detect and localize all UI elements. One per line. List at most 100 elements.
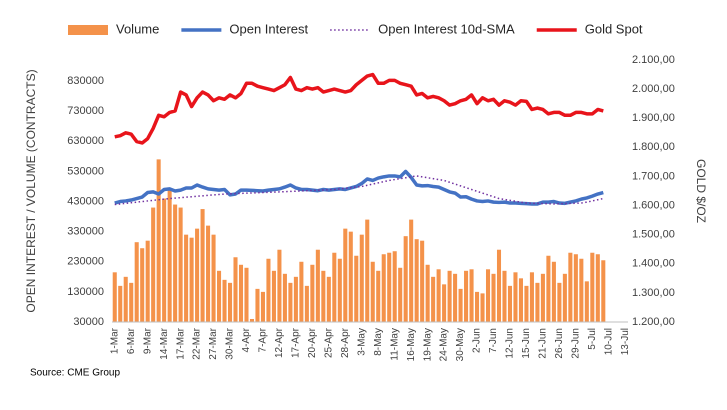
source-note: Source: CME Group — [30, 368, 120, 379]
y2-tick-label: 1.600,00 — [632, 199, 675, 211]
volume-bar — [425, 264, 430, 322]
volume-bar — [359, 234, 364, 322]
volume-bar — [151, 207, 156, 322]
volume-bar — [540, 273, 545, 322]
x-tick-label: 3-May — [356, 328, 367, 356]
volume-bar — [436, 269, 441, 322]
x-tick-label: 25-Apr — [323, 327, 334, 358]
y2-tick-label: 1.400,00 — [632, 258, 675, 270]
x-tick-label: 14-Mar — [159, 327, 170, 359]
volume-bar — [162, 198, 167, 322]
volume-bar — [524, 285, 529, 322]
x-tick-label: 10-Jul — [603, 328, 614, 355]
volume-bar — [447, 270, 452, 322]
x-tick-label: 21-Jun — [538, 328, 549, 359]
volume-bar — [573, 254, 578, 322]
x-tick-label: 26-Jun — [554, 328, 565, 359]
volume-bar — [123, 276, 128, 322]
volume-bar — [464, 270, 469, 322]
x-tick-label: 29-Jun — [570, 328, 581, 359]
x-tick-label: 28-Apr — [340, 327, 351, 358]
volume-bar — [299, 261, 304, 322]
x-tick-label: 8-May — [373, 328, 384, 356]
volume-bar — [184, 234, 189, 322]
volume-bar — [354, 255, 359, 322]
volume-bar — [502, 270, 507, 322]
volume-bar — [227, 282, 233, 322]
volume-bar — [337, 258, 342, 322]
x-tick-label: 12-Apr — [274, 327, 285, 358]
volume-bar — [343, 228, 348, 322]
series-line — [114, 175, 604, 206]
x-tick-label: 30-May — [455, 328, 466, 361]
volume-bar — [156, 159, 161, 322]
y2-tick-label: 2.000,00 — [632, 83, 675, 95]
volume-bar — [496, 249, 502, 322]
x-tick-label: 11-May — [389, 328, 400, 361]
volume-bar — [326, 276, 331, 322]
volume-bar — [129, 282, 134, 322]
volume-bar — [211, 234, 216, 322]
y-tick-label: 230000 — [67, 256, 104, 268]
volume-bar — [546, 255, 551, 322]
volume-bar — [551, 261, 556, 322]
volume-bar — [249, 318, 255, 322]
x-tick-label: 1-Mar — [109, 327, 120, 354]
y-tick-label: 830000 — [67, 75, 104, 87]
y-axis-title: OPEN INTEREST / VOLUME (CONTRACTS) — [24, 69, 38, 312]
y2-tick-label: 1.500,00 — [632, 229, 675, 241]
volume-bar — [562, 273, 567, 322]
volume-bar — [485, 269, 491, 322]
volume-bar — [590, 252, 595, 322]
volume-bar — [458, 288, 463, 322]
volume-bar — [332, 252, 337, 322]
x-tick-label: 13-Jul — [620, 328, 631, 355]
volume-bar — [282, 273, 287, 322]
volume-bar — [321, 270, 326, 322]
volume-bar — [293, 276, 298, 322]
volume-bar — [376, 270, 381, 322]
y2-tick-label: 1.200,00 — [632, 316, 675, 328]
x-tick-label: 24-May — [439, 328, 450, 361]
volume-bar — [480, 293, 485, 322]
volume-bar — [217, 270, 222, 322]
legend-label: Gold Spot — [585, 21, 643, 36]
volume-bar — [513, 272, 518, 322]
volume-bar — [518, 278, 523, 322]
volume-bar — [112, 272, 117, 322]
x-tick-label: 17-Apr — [291, 327, 302, 358]
legend: Volume Open Interest Open Interest 10d-SMA… — [68, 21, 643, 36]
y2-axis-title: GOLD $/OZ — [694, 159, 708, 223]
volume-bar — [304, 285, 309, 322]
series-line — [114, 169, 604, 206]
x-tick-label: 7-Apr — [258, 327, 269, 352]
volume-bar — [260, 291, 265, 322]
volume-bar — [403, 236, 408, 322]
volume-bar — [398, 267, 403, 322]
x-tick-label: 20-Apr — [307, 327, 318, 358]
x-tick-label: 4-Apr — [241, 327, 252, 352]
volume-bar — [442, 284, 447, 322]
volume-bar — [392, 251, 397, 322]
x-tick-label: 17-Mar — [175, 327, 186, 359]
volume-bar — [409, 219, 414, 322]
volume-bar — [195, 228, 200, 322]
volume-bar — [370, 261, 375, 322]
volume-bar — [595, 254, 600, 322]
volume-bar — [244, 267, 249, 322]
series-line — [114, 72, 604, 145]
x-tick-label: 9-Mar — [142, 327, 153, 354]
volume-bar — [431, 276, 436, 322]
volume-bar — [491, 273, 496, 322]
volume-bar — [310, 264, 315, 322]
y-tick-label: 330000 — [67, 226, 104, 238]
y2-tick-label: 1.900,00 — [632, 112, 675, 124]
y2-tick-label: 1.700,00 — [632, 170, 675, 182]
y-tick-label: 130000 — [67, 286, 104, 298]
y2-tick-label: 2.100,00 — [632, 54, 675, 66]
volume-bar — [568, 252, 573, 322]
volume-bar — [381, 254, 386, 322]
legend-swatch — [68, 25, 108, 35]
volume-bar — [178, 207, 183, 322]
x-tick-label: 27-Mar — [208, 327, 219, 359]
